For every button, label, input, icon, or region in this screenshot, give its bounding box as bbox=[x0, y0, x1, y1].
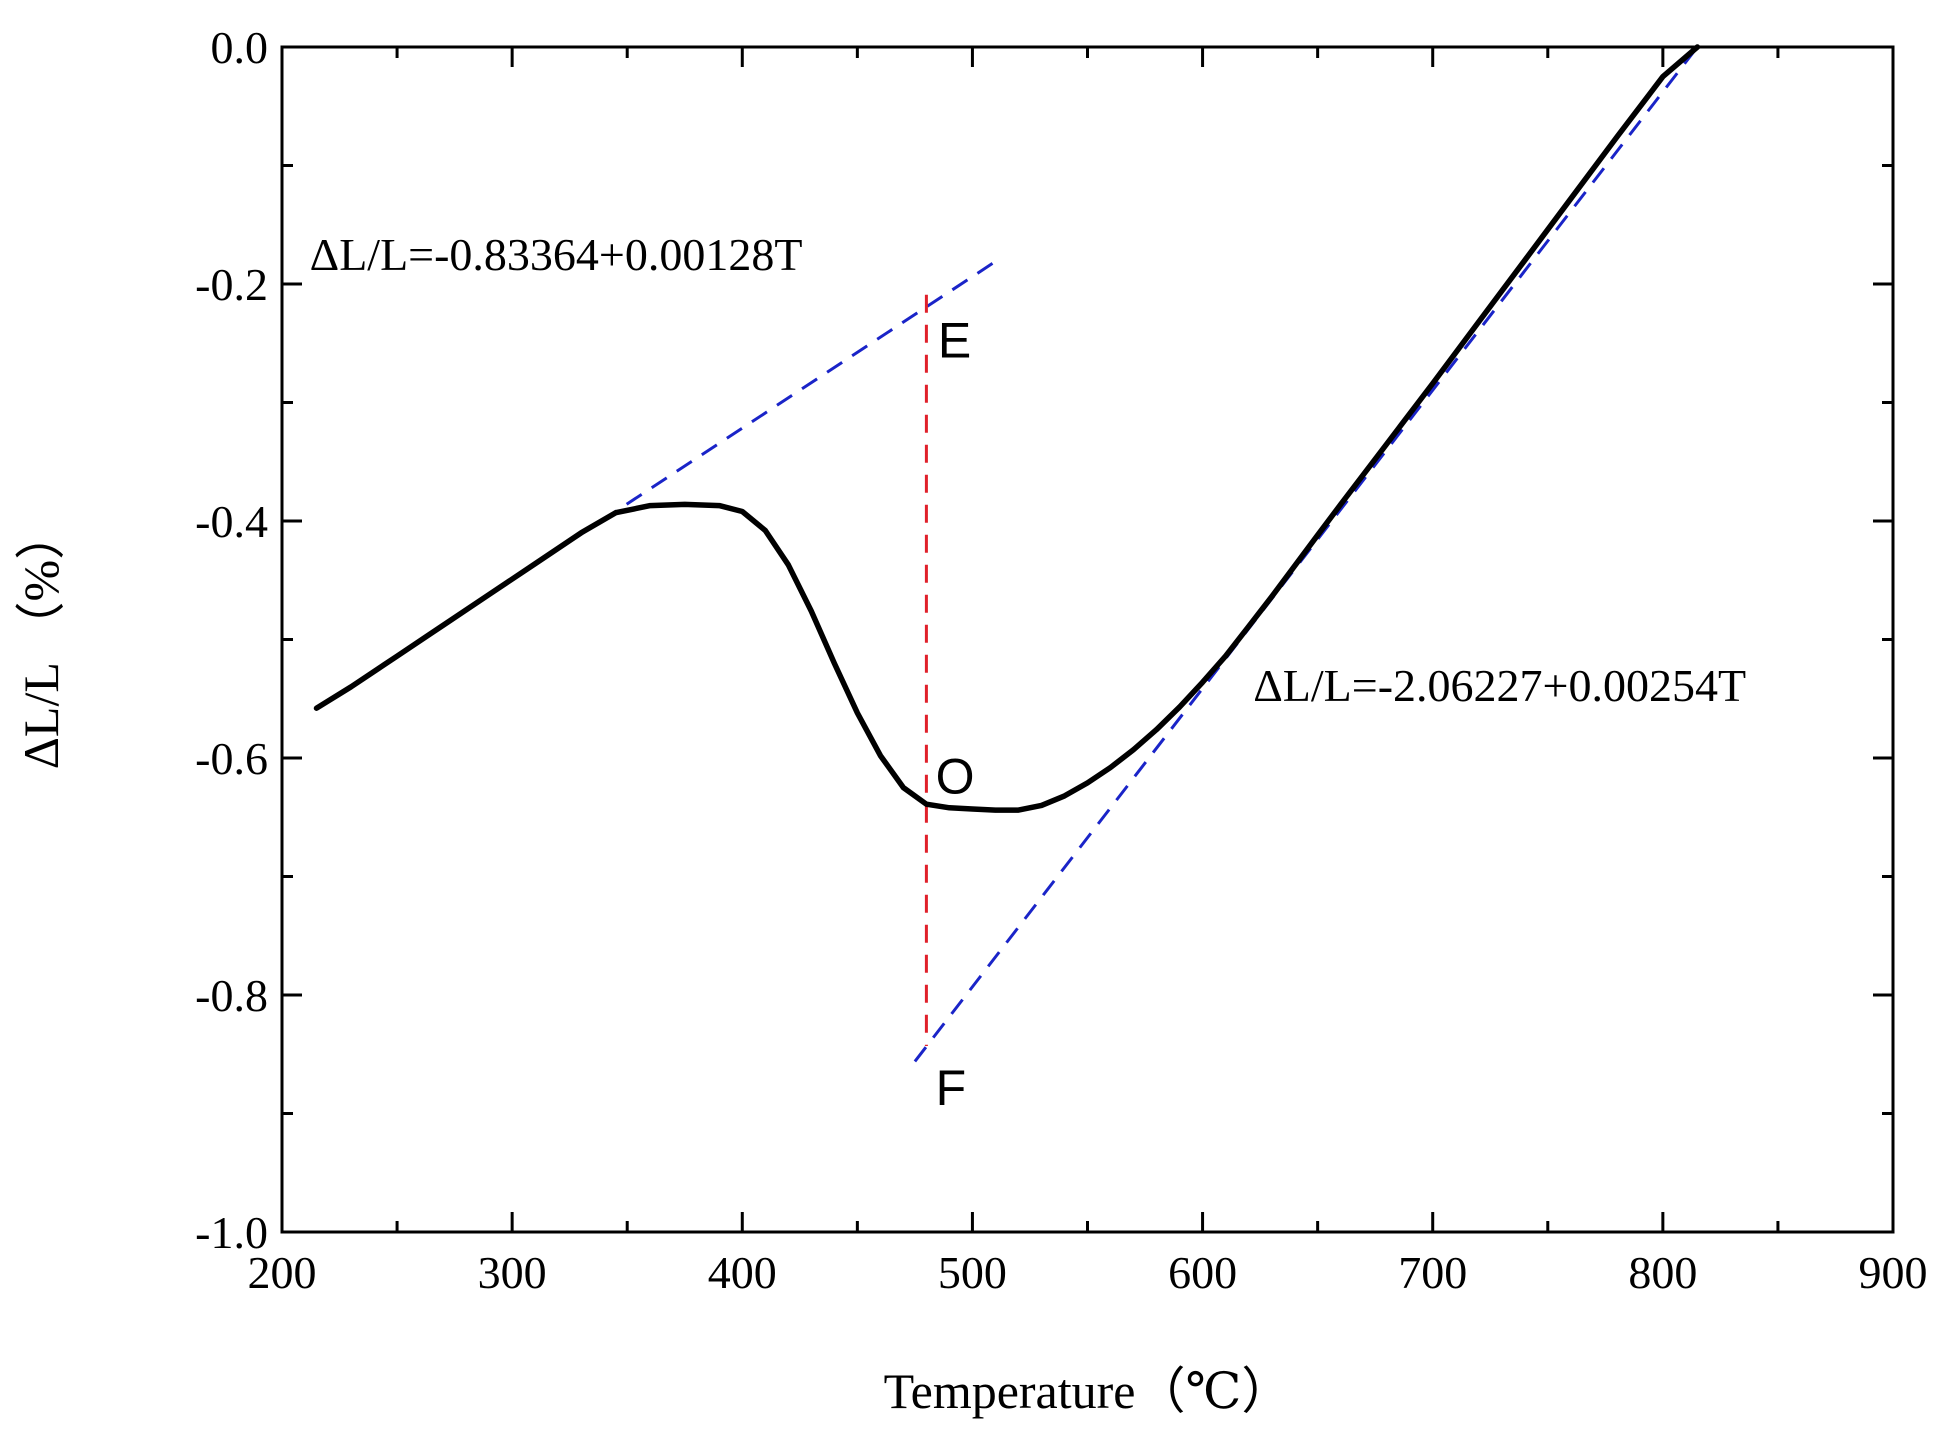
y-tick-label: -1.0 bbox=[195, 1207, 268, 1258]
x-tick-label: 300 bbox=[478, 1247, 547, 1298]
y-tick-label: -0.8 bbox=[195, 970, 268, 1021]
y-axis-title: ΔL/L （%） bbox=[13, 510, 69, 769]
annotations: ΔL/L=-0.83364+0.00128T ΔL/L=-2.06227+0.00… bbox=[310, 229, 1746, 1116]
tick-labels: 200 300 400 500 600 700 800 900 0.0 -0.2 -0.4 -0.6 -… bbox=[195, 22, 1927, 1298]
y-tick-label: 0.0 bbox=[211, 22, 269, 73]
x-tick-label: 700 bbox=[1398, 1247, 1467, 1298]
axis-ticks bbox=[280, 45, 1895, 1234]
y-tick-label: -0.2 bbox=[195, 259, 268, 310]
equation-label: ΔL/L=-0.83364+0.00128T bbox=[310, 229, 803, 280]
equation-label: ΔL/L=-2.06227+0.00254T bbox=[1253, 660, 1746, 711]
x-tick-label: 600 bbox=[1168, 1247, 1237, 1298]
x-axis-title: Temperature（℃） bbox=[884, 1363, 1292, 1419]
point-label-e: E bbox=[938, 312, 971, 368]
y-tick-label: -0.6 bbox=[195, 733, 268, 784]
point-label-o: O bbox=[936, 749, 975, 805]
x-tick-label: 400 bbox=[708, 1247, 777, 1298]
x-tick-label: 200 bbox=[248, 1247, 317, 1298]
x-tick-label: 900 bbox=[1859, 1247, 1928, 1298]
measured-curve-0 bbox=[313, 44, 1701, 813]
point-label-f: F bbox=[936, 1060, 967, 1116]
x-tick-label: 800 bbox=[1628, 1247, 1697, 1298]
plot-area bbox=[313, 44, 1701, 1063]
x-tick-label: 500 bbox=[938, 1247, 1007, 1298]
y-tick-label: -0.4 bbox=[195, 496, 268, 547]
